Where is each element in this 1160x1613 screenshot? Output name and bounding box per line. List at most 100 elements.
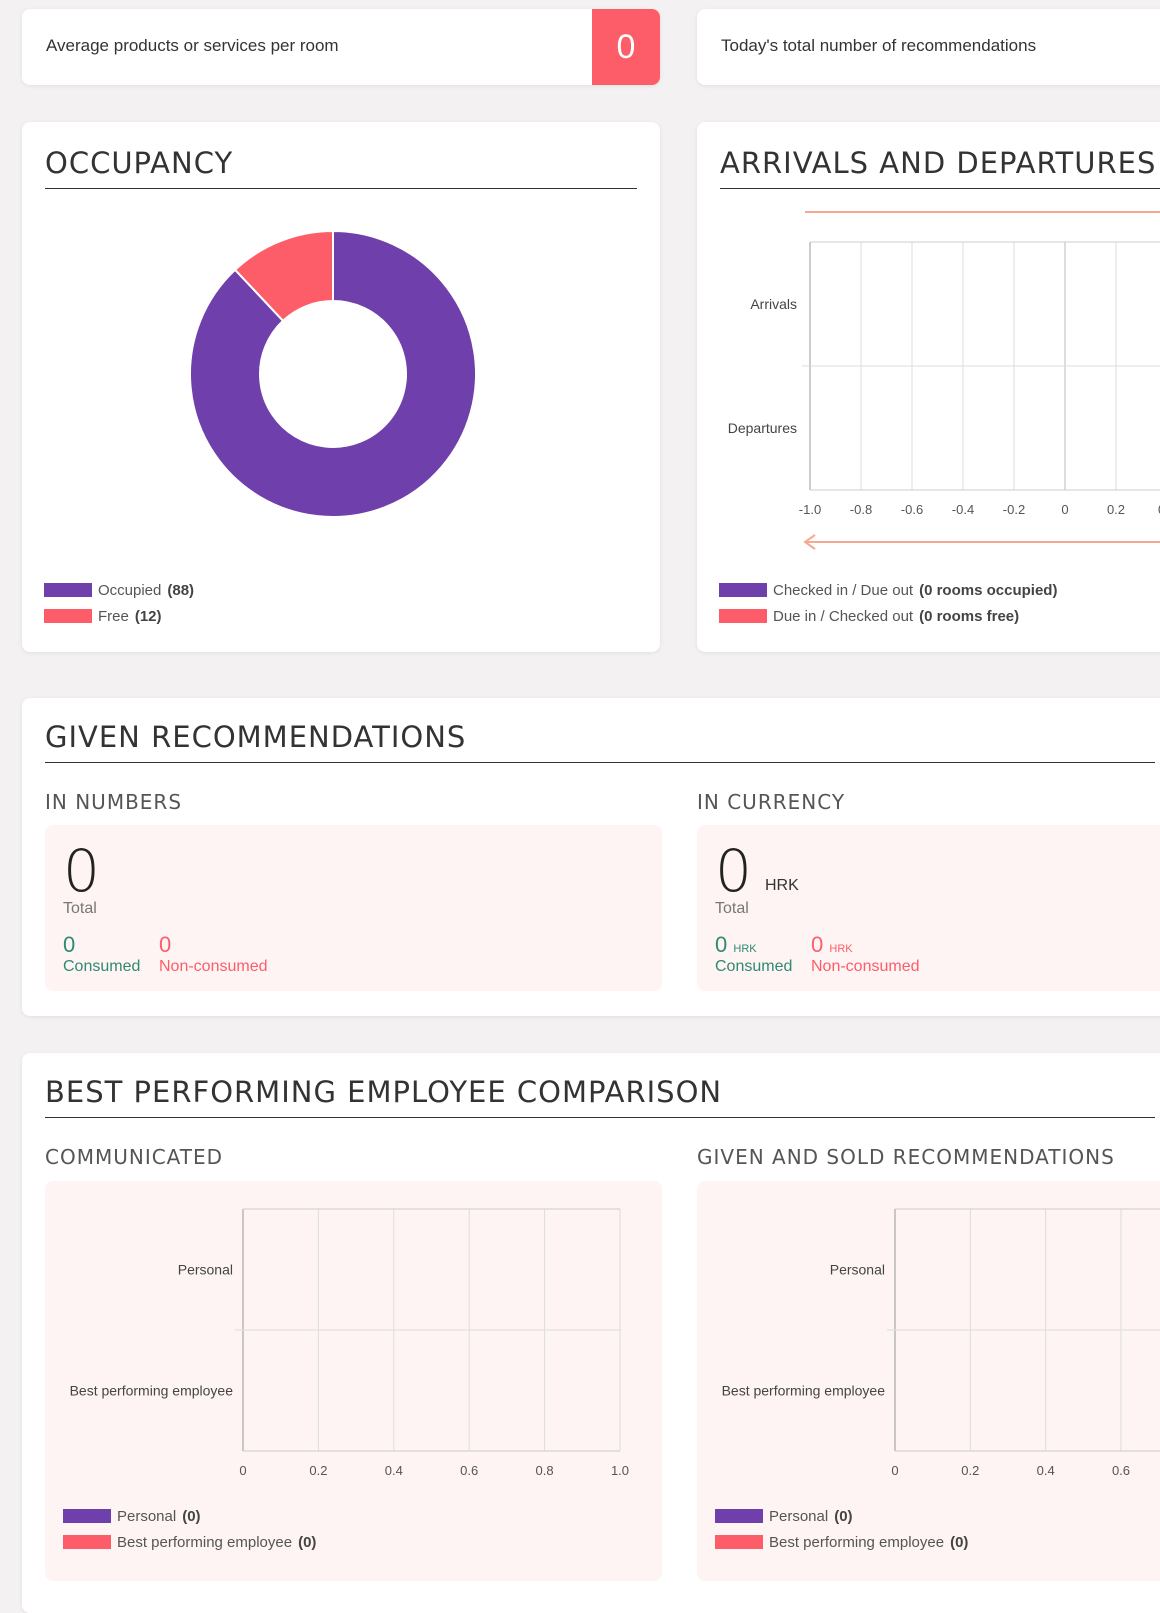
sold-box: 0 0.2 0.4 0.6 Personal Best performing employ… [697,1181,1160,1581]
legend-count: (0) [950,1533,969,1551]
x-tick-label: -0.2 [1003,502,1025,517]
legend-swatch [44,609,92,623]
x-tick-label: 1.0 [611,1463,629,1478]
avg-products-label: Average products or services per room [46,36,339,55]
x-tick-label: -0.8 [850,502,872,517]
legend-item-personal[interactable]: Personal (0) [715,1503,968,1529]
sold-title: GIVEN AND SOLD RECOMMENDATIONS [697,1145,1115,1169]
legend-label: Checked in / Due out [773,581,914,599]
given-recommendations-card: GIVEN RECOMMENDATIONS IN NUMBERS 0 Total… [22,698,1160,1016]
legend-count: (0 rooms free) [919,607,1020,625]
x-tick-label: 0 [1061,502,1068,517]
legend-label: Due in / Checked out [773,607,914,625]
best-employee-card: BEST PERFORMING EMPLOYEE COMPARISON COMM… [22,1053,1160,1613]
currency-nonconsumed-value: 0 HRK [811,932,853,958]
x-tick-label: 0.2 [1107,502,1125,517]
x-tick-label: 0.4 [1158,502,1160,517]
x-tick-label: 0.2 [961,1463,979,1478]
given-recommendations-title: GIVEN RECOMMENDATIONS [45,720,1155,763]
currency-total-value: 0 [715,837,752,905]
legend-count: (0 rooms occupied) [919,581,1058,599]
legend-label: Free [98,607,129,625]
currency-total-label: Total [715,900,749,917]
x-tick-label: 0.6 [1112,1463,1130,1478]
currency-consumed-unit: HRK [733,943,757,955]
numbers-nonconsumed-label: Non-consumed [159,958,268,975]
legend-swatch [63,1535,111,1549]
arrivals-bar-chart: -1.0 -0.8 -0.6 -0.4 -0.2 0 0.2 0.4 Arrivals Depar… [728,211,1160,550]
in-currency-box: 0 HRK Total 0 HRK Consumed 0 HRK Non-con… [697,825,1160,991]
x-tick-label: -1.0 [799,502,821,517]
legend-item-checked-in[interactable]: Checked in / Due out (0 rooms occupied) [719,577,1057,603]
numbers-consumed-value: 0 [63,932,76,957]
x-tick-label: -0.6 [901,502,923,517]
currency-consumed-label: Consumed [715,958,793,975]
legend-label: Personal [769,1507,829,1525]
legend-label: Personal [117,1507,177,1525]
y-category-label: Departures [728,420,797,436]
in-currency-title: IN CURRENCY [697,790,846,814]
donut-slice-occupied[interactable] [189,229,477,518]
y-category-label: Best performing employee [70,1383,234,1399]
legend-count: (0) [182,1507,201,1525]
legend-item-best-employee[interactable]: Best performing employee (0) [715,1529,968,1555]
communicated-box: 0 0.2 0.4 0.6 0.8 1.0 Personal Best performing … [45,1181,662,1581]
communicated-bar-chart: 0 0.2 0.4 0.6 0.8 1.0 Personal Best performing … [70,1208,629,1478]
legend-item-free[interactable]: Free (12) [44,603,194,629]
legend-count: (88) [167,581,195,599]
in-numbers-box: 0 Total 0 Consumed 0 Non-consumed [45,825,662,991]
currency-total-unit: HRK [765,877,799,894]
x-tick-label: 0.4 [385,1463,403,1478]
legend-item-due-in[interactable]: Due in / Checked out (0 rooms free) [719,603,1057,629]
today-recommendations-card: Today's total number of recommendations [697,9,1160,85]
numbers-nonconsumed-value: 0 [159,932,172,957]
x-tick-label: 0.4 [1037,1463,1055,1478]
occupancy-legend: Occupied (88) Free (12) [44,577,194,629]
legend-swatch [44,583,92,597]
x-tick-label: -0.4 [952,502,974,517]
numbers-total-value: 0 [63,837,100,905]
arrivals-legend: Checked in / Due out (0 rooms occupied) … [719,577,1057,629]
best-employee-title: BEST PERFORMING EMPLOYEE COMPARISON [45,1075,1155,1118]
currency-nonconsumed-unit: HRK [829,943,853,955]
numbers-total-label: Total [63,900,97,917]
legend-item-personal[interactable]: Personal (0) [63,1503,316,1529]
legend-swatch [63,1509,111,1523]
legend-label: Best performing employee [117,1533,293,1551]
legend-swatch [719,583,767,597]
communicated-legend: Personal (0) Best performing employee (0… [63,1503,316,1555]
in-numbers-title: IN NUMBERS [45,790,183,814]
currency-consumed-value: 0 HRK [715,932,757,958]
legend-item-best-employee[interactable]: Best performing employee (0) [63,1529,316,1555]
legend-count: (12) [134,607,162,625]
currency-consumed-amount: 0 [715,932,728,957]
numbers-consumed-label: Consumed [63,958,141,975]
x-tick-label: 0.2 [309,1463,327,1478]
x-tick-label: 0.6 [460,1463,478,1478]
sold-legend: Personal (0) Best performing employee (0… [715,1503,968,1555]
sold-bar-chart: 0 0.2 0.4 0.6 Personal Best performing employ… [722,1208,1160,1478]
x-tick-label: 0 [239,1463,246,1478]
legend-label: Occupied [98,581,162,599]
y-category-label: Best performing employee [722,1383,886,1399]
x-tick-label: 0.8 [536,1463,554,1478]
legend-swatch [719,609,767,623]
avg-products-value: 0 [592,9,660,85]
arrivals-title: ARRIVALS AND DEPARTURES [720,146,1160,189]
legend-item-occupied[interactable]: Occupied (88) [44,577,194,603]
communicated-title: COMMUNICATED [45,1145,224,1169]
x-tick-label: 0 [891,1463,898,1478]
arrivals-card: ARRIVALS AND DEPARTURES -1.0 -0.8 -0.6 -0.4… [697,122,1160,652]
y-category-label: Arrivals [750,296,797,312]
occupancy-card: OCCUPANCY Occupied (88) Free (12) [22,122,660,652]
legend-swatch [715,1535,763,1549]
currency-nonconsumed-amount: 0 [811,932,824,957]
occupancy-donut-chart [189,229,477,518]
today-recommendations-label: Today's total number of recommendations [721,36,1037,55]
donut-slice-free[interactable] [233,229,334,323]
occupancy-title: OCCUPANCY [45,146,637,189]
legend-count: (0) [298,1533,317,1551]
legend-count: (0) [834,1507,853,1525]
arrow-left-icon [803,534,816,550]
currency-nonconsumed-label: Non-consumed [811,958,920,975]
